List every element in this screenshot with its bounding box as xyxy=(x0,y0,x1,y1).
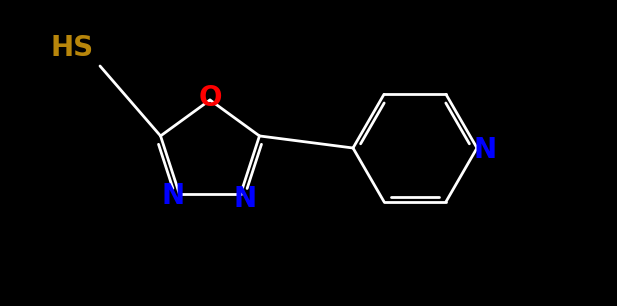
Text: N: N xyxy=(473,136,497,164)
Text: N: N xyxy=(233,185,256,213)
Text: N: N xyxy=(162,182,185,210)
Text: HS: HS xyxy=(51,34,94,62)
Text: O: O xyxy=(198,84,222,112)
